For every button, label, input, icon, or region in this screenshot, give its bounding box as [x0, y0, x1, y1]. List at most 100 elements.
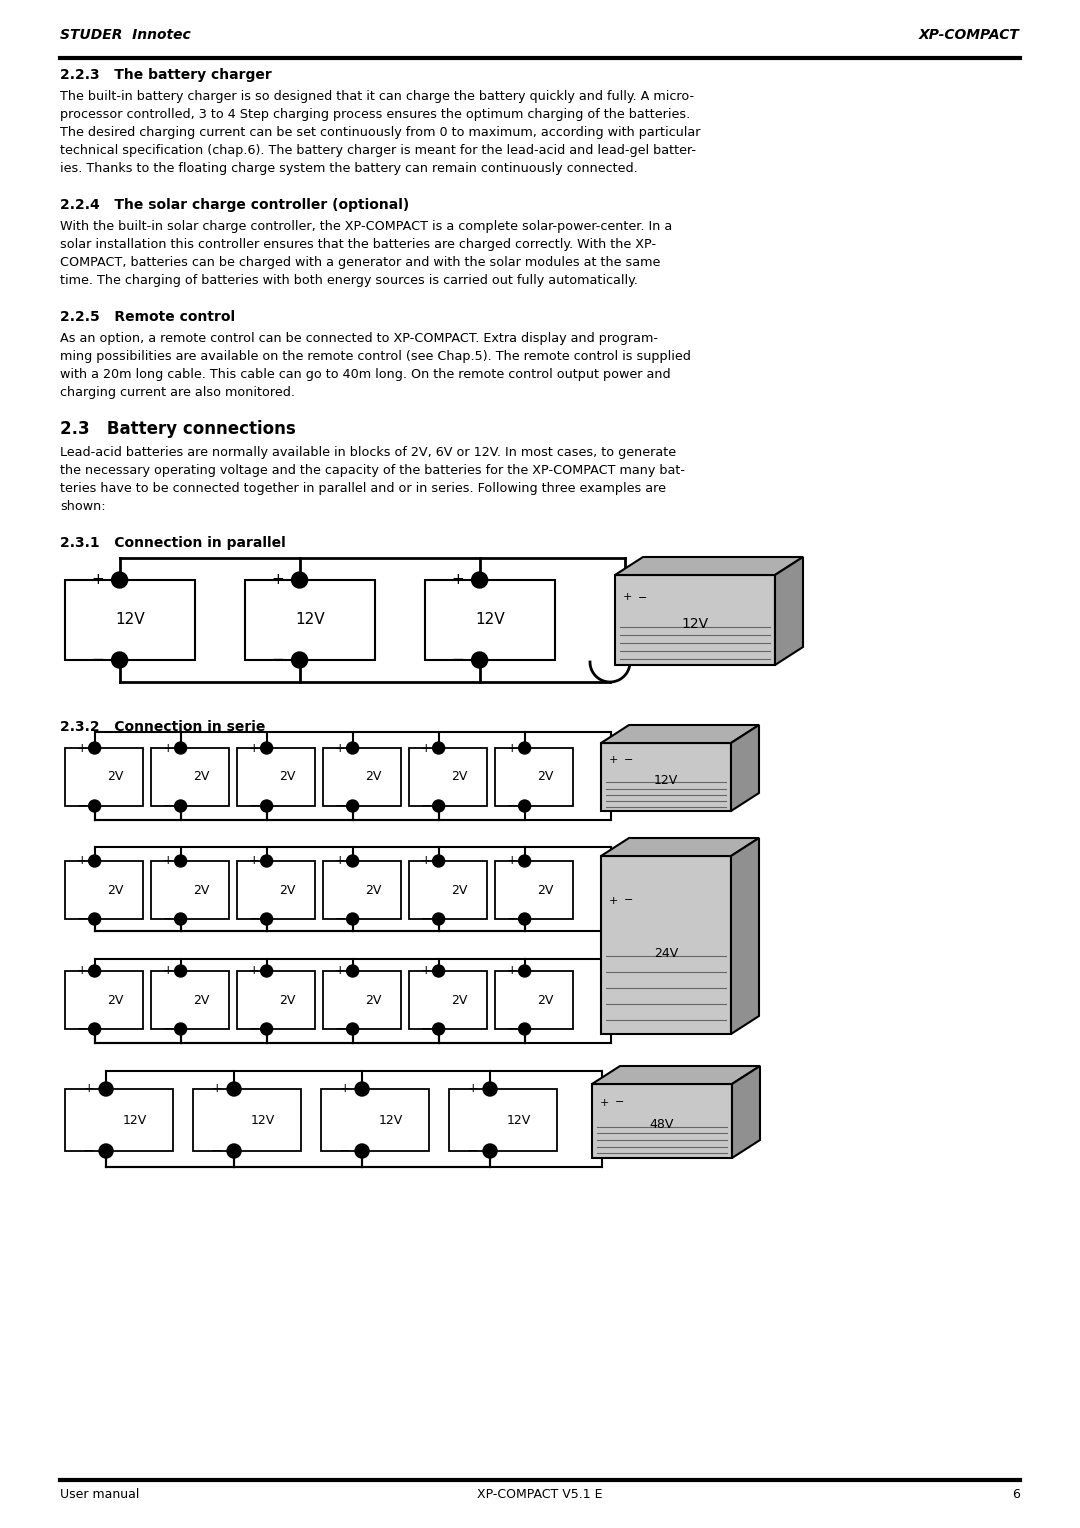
Circle shape	[175, 801, 187, 811]
Text: +: +	[451, 573, 464, 587]
Polygon shape	[600, 837, 759, 856]
Text: −: −	[77, 912, 87, 926]
Bar	[65, 749, 143, 805]
Text: −: −	[335, 1022, 346, 1036]
Bar	[237, 749, 315, 805]
Circle shape	[472, 652, 487, 668]
Circle shape	[175, 914, 187, 924]
Text: The built-in battery charger is so designed that it can charge the battery quick: The built-in battery charger is so desig…	[60, 90, 701, 176]
Text: 12V: 12V	[653, 773, 678, 787]
Text: −: −	[335, 799, 346, 813]
Text: 12V: 12V	[295, 613, 325, 628]
Text: −: −	[248, 799, 260, 813]
Text: XP-COMPACT: XP-COMPACT	[919, 28, 1020, 41]
Text: +: +	[248, 854, 259, 868]
Circle shape	[292, 571, 308, 588]
Circle shape	[99, 1082, 113, 1096]
Circle shape	[260, 966, 272, 976]
Text: +: +	[608, 755, 618, 766]
Text: −: −	[77, 799, 87, 813]
Circle shape	[260, 856, 272, 866]
Bar	[323, 970, 401, 1028]
Text: 2.3.2   Connection in serie: 2.3.2 Connection in serie	[60, 720, 266, 733]
Text: 2V: 2V	[538, 883, 554, 897]
Polygon shape	[600, 724, 759, 743]
Text: −: −	[507, 1022, 518, 1036]
Text: +: +	[421, 741, 432, 755]
Circle shape	[433, 743, 445, 753]
Text: 2V: 2V	[280, 770, 296, 784]
Circle shape	[355, 1144, 369, 1158]
Text: +: +	[163, 741, 174, 755]
Circle shape	[433, 966, 445, 976]
Text: −: −	[211, 1144, 222, 1158]
Bar	[323, 860, 401, 918]
Text: +: +	[608, 895, 618, 906]
Circle shape	[483, 1144, 497, 1158]
Circle shape	[483, 1082, 497, 1096]
Text: 24V: 24V	[653, 947, 678, 961]
Text: +: +	[248, 741, 259, 755]
Text: −: −	[162, 799, 174, 813]
Text: 2V: 2V	[108, 993, 124, 1007]
Circle shape	[472, 571, 487, 588]
Text: 48V: 48V	[650, 1118, 674, 1131]
Text: +: +	[622, 593, 632, 602]
Circle shape	[518, 1024, 530, 1034]
Text: −: −	[624, 755, 634, 766]
Text: +: +	[83, 1082, 94, 1096]
Circle shape	[518, 743, 530, 753]
Circle shape	[89, 743, 100, 753]
Text: With the built-in solar charge controller, the XP-COMPACT is a complete solar-po: With the built-in solar charge controlle…	[60, 220, 672, 287]
Text: +: +	[421, 854, 432, 868]
Circle shape	[260, 914, 272, 924]
Polygon shape	[732, 1067, 760, 1158]
Text: 12V: 12V	[379, 1114, 403, 1126]
Text: +: +	[271, 573, 284, 587]
Text: −: −	[335, 912, 346, 926]
Circle shape	[175, 966, 187, 976]
Text: 2.2.3   The battery charger: 2.2.3 The battery charger	[60, 69, 272, 83]
Text: +: +	[335, 741, 346, 755]
Text: −: −	[77, 1022, 87, 1036]
Text: 12V: 12V	[681, 617, 708, 631]
Text: As an option, a remote control can be connected to XP-COMPACT. Extra display and: As an option, a remote control can be co…	[60, 332, 691, 399]
Bar	[449, 1089, 557, 1151]
Text: +: +	[339, 1082, 350, 1096]
Text: 2V: 2V	[365, 883, 382, 897]
Bar	[615, 575, 775, 665]
Circle shape	[227, 1144, 241, 1158]
Text: −: −	[451, 652, 464, 668]
Polygon shape	[615, 558, 804, 575]
Circle shape	[99, 1144, 113, 1158]
Text: −: −	[420, 1022, 432, 1036]
Bar	[65, 970, 143, 1028]
Bar	[426, 581, 555, 660]
Circle shape	[260, 1024, 272, 1034]
Bar	[495, 749, 573, 805]
Text: User manual: User manual	[60, 1488, 139, 1500]
Bar	[151, 749, 229, 805]
Text: 2.2.5   Remote control: 2.2.5 Remote control	[60, 310, 235, 324]
Polygon shape	[731, 837, 759, 1034]
Circle shape	[292, 652, 308, 668]
Text: 12V: 12V	[508, 1114, 531, 1126]
Text: −: −	[248, 1022, 260, 1036]
Circle shape	[89, 801, 100, 811]
Text: 2.3.1   Connection in parallel: 2.3.1 Connection in parallel	[60, 536, 286, 550]
Text: −: −	[624, 895, 634, 906]
Text: −: −	[162, 912, 174, 926]
Circle shape	[433, 856, 445, 866]
Bar	[495, 970, 573, 1028]
Circle shape	[347, 966, 359, 976]
Text: 2.2.4   The solar charge controller (optional): 2.2.4 The solar charge controller (optio…	[60, 199, 409, 212]
Text: +: +	[507, 854, 517, 868]
Bar	[193, 1089, 301, 1151]
Circle shape	[111, 571, 127, 588]
Polygon shape	[592, 1067, 760, 1083]
Text: 2V: 2V	[193, 770, 210, 784]
Text: 2V: 2V	[538, 993, 554, 1007]
Text: 2V: 2V	[108, 770, 124, 784]
Circle shape	[347, 856, 359, 866]
Bar	[409, 749, 487, 805]
